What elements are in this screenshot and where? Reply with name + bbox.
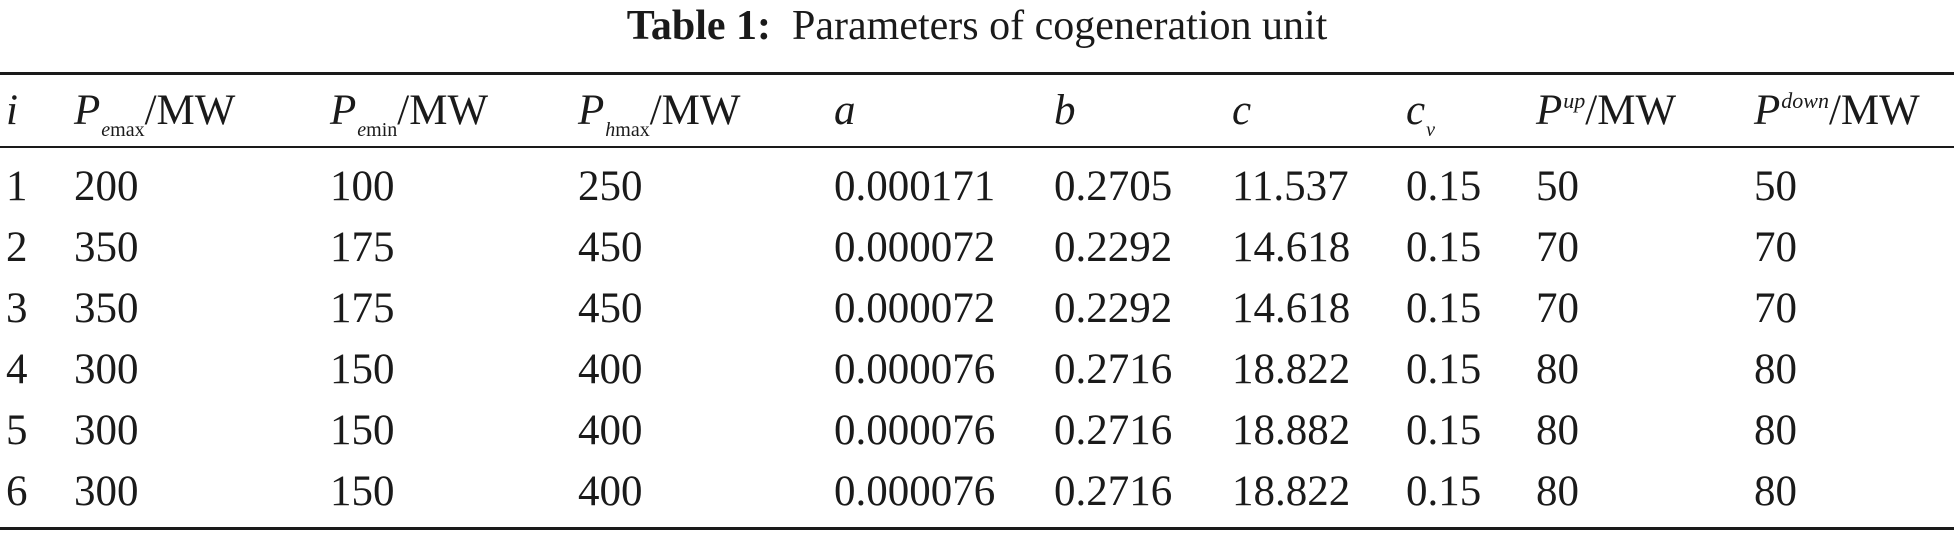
table-cell: 100 [330,163,395,210]
table-cell: 0.15 [1406,346,1482,393]
table-header-rule [0,146,1954,148]
header-phmax: Phmax/MW [578,87,741,141]
table-cell: 150 [330,407,395,454]
table-cell: 400 [578,407,643,454]
table-cell: 0.15 [1406,224,1482,271]
table-cell: 0.000076 [834,407,996,454]
table-cell: 0.15 [1406,285,1482,332]
table-cell: 0.2292 [1054,224,1173,271]
table-cell: 350 [74,224,139,271]
header-c: c [1232,87,1252,134]
table-cell: 80 [1754,468,1797,515]
header-b: b [1054,87,1076,134]
table-cell: 0.2716 [1054,346,1173,393]
table-cell: 50 [1754,163,1797,210]
table-cell: 0.000171 [834,163,996,210]
caption-text: Parameters of cogeneration unit [792,3,1328,49]
table-cell: 11.537 [1232,163,1349,210]
table-cell: 300 [74,407,139,454]
table-caption: Table 1: Parameters of cogeneration unit [0,2,1954,50]
table-cell: 300 [74,468,139,515]
table-cell: 250 [578,163,643,210]
table-bottom-rule [0,527,1954,530]
table-cell: 400 [578,346,643,393]
table-cell: 18.882 [1232,407,1351,454]
header-cv: cv [1406,87,1435,141]
table-cell: 400 [578,468,643,515]
table-cell: 3 [6,285,28,332]
table-cell: 70 [1754,224,1797,271]
table-cell: 450 [578,285,643,332]
table-cell: 1 [6,163,28,210]
table-cell: 18.822 [1232,468,1351,515]
caption-label: Table 1: [626,3,772,49]
header-pdown: Pdown/MW [1754,87,1920,134]
header-pemin: Pemin/MW [330,87,489,141]
table-cell: 80 [1536,346,1579,393]
table-cell: 175 [330,285,395,332]
table-cell: 5 [6,407,28,454]
table-cell: 350 [74,285,139,332]
table-cell: 150 [330,468,395,515]
table-cell: 0.000072 [834,224,996,271]
table-cell: 14.618 [1232,285,1351,332]
table-cell: 4 [6,346,28,393]
table-cell: 2 [6,224,28,271]
table-cell: 70 [1754,285,1797,332]
table-cell: 80 [1754,407,1797,454]
table-cell: 80 [1754,346,1797,393]
table-cell: 70 [1536,224,1579,271]
table-cell: 0.2705 [1054,163,1173,210]
table-cell: 80 [1536,468,1579,515]
table-cell: 200 [74,163,139,210]
table-cell: 0.2716 [1054,407,1173,454]
table-cell: 70 [1536,285,1579,332]
header-i: i [6,87,18,134]
table-cell: 150 [330,346,395,393]
header-pup: Pup/MW [1536,87,1677,134]
table-cell: 450 [578,224,643,271]
table-cell: 0.15 [1406,468,1482,515]
header-pemax: Pemax/MW [74,87,236,141]
table-cell: 80 [1536,407,1579,454]
table-cell: 0.000076 [834,468,996,515]
table-cell: 50 [1536,163,1579,210]
table-cell: 0.15 [1406,407,1482,454]
header-a: a [834,87,856,134]
table-cell: 14.618 [1232,224,1351,271]
table-cell: 6 [6,468,28,515]
table-top-rule [0,72,1954,75]
table-cell: 300 [74,346,139,393]
table-cell: 18.822 [1232,346,1351,393]
table-cell: 0.000072 [834,285,996,332]
table-cell: 0.15 [1406,163,1482,210]
table-cell: 0.000076 [834,346,996,393]
table-cell: 0.2716 [1054,468,1173,515]
table-cell: 0.2292 [1054,285,1173,332]
table-cell: 175 [330,224,395,271]
